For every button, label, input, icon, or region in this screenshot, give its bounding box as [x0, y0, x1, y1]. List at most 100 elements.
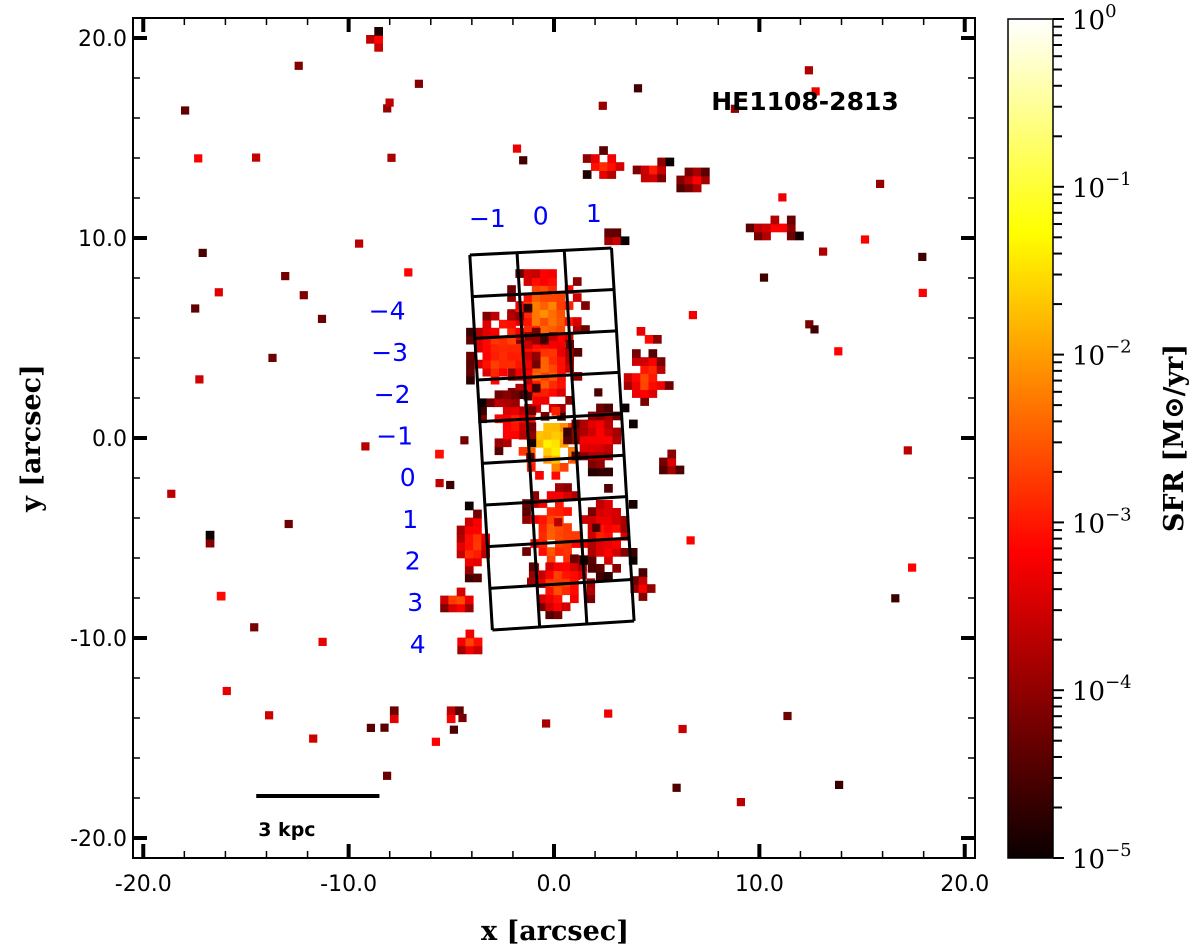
slit-grid: [468, 246, 636, 632]
sfr-pixel: [464, 573, 474, 583]
sfr-pixel: [490, 343, 500, 353]
sfr-pixel: [657, 165, 666, 175]
sfr-pixel: [587, 516, 597, 525]
sfr-pixel: [473, 549, 482, 559]
sfr-pixel: [546, 531, 556, 540]
sfr-pixel: [507, 372, 517, 381]
sfr-pixel: [499, 359, 508, 369]
sfr-pixel: [551, 471, 561, 480]
sfr-pixel: [579, 419, 589, 429]
sfr-pixel: [538, 547, 548, 556]
sfr-pixel: [553, 570, 563, 580]
grid-row-label: −3: [371, 338, 408, 367]
sfr-pixel: [607, 162, 617, 171]
sfr-pixel: [482, 343, 492, 353]
sfr-pixel: [571, 539, 581, 548]
sfr-pixel: [692, 175, 702, 185]
sfr-pixel: [646, 584, 656, 593]
sfr-pixel: [531, 293, 541, 302]
sfr-pixel: [612, 228, 622, 238]
sfr-pixel: [595, 532, 605, 541]
sfr-pixel: [435, 449, 444, 459]
sfr-pixel: [523, 309, 533, 318]
sfr-pixel: [473, 557, 482, 567]
x-tick-label: -20.0: [115, 872, 172, 897]
sfr-pixel: [556, 293, 566, 302]
sfr-pixel: [607, 154, 617, 163]
sfr-pixel: [465, 637, 475, 647]
sfr-pixel: [511, 406, 520, 416]
sfr-pixel: [499, 367, 508, 377]
sfr-pixel: [636, 327, 646, 336]
sfr-pixel: [587, 435, 597, 445]
sfr-pixel: [778, 223, 788, 233]
sfr-pixel: [754, 223, 763, 233]
sfr-pixel: [531, 317, 541, 326]
sfr-pixel: [473, 541, 482, 551]
sfr-pixel: [540, 356, 550, 365]
scale-bar-label: 3 kpc: [258, 819, 315, 841]
sfr-pixel: [543, 439, 552, 448]
sfr-pixel: [515, 383, 525, 393]
grid-column-labels: −1 0 1: [469, 199, 602, 233]
sfr-pixel: [473, 517, 482, 527]
sfr-pixel: [795, 231, 804, 241]
sfr-pixel: [464, 603, 474, 613]
sfr-pixel: [540, 388, 550, 397]
sfr-pixel: [511, 422, 520, 432]
sfr-pixel: [519, 430, 528, 440]
sfr-pixel: [540, 293, 549, 302]
sfr-pixel: [181, 106, 190, 115]
sfr-pixel: [604, 532, 613, 541]
sfr-pixel: [551, 423, 561, 432]
sfr-pixel: [466, 375, 475, 385]
sfr-pixel: [502, 398, 512, 408]
sfr-pixel: [640, 373, 649, 382]
sfr-pixel: [548, 388, 558, 397]
sfr-pixel: [676, 183, 686, 193]
sfr-pixel: [366, 35, 375, 44]
sfr-pixel: [596, 427, 605, 437]
sfr-pixel: [656, 381, 666, 390]
x-tick-labels: -20.0 -10.0 0.0 10.0 20.0: [115, 872, 989, 897]
sfr-pixel: [507, 285, 516, 294]
sfr-pixel: [551, 447, 561, 456]
sfr-pixel: [511, 390, 520, 400]
sfr-pixel: [548, 325, 557, 334]
sfr-pixel: [523, 277, 533, 286]
sfr-pixel: [612, 427, 622, 437]
sfr-pixel: [604, 419, 613, 429]
sfr-pixel: [644, 335, 654, 344]
sfr-pixel: [222, 686, 231, 696]
sfr-pixel: [543, 431, 552, 440]
colorbar-tick-exponent: −1: [1105, 169, 1132, 190]
sfr-pixel: [656, 357, 666, 366]
grid-row-line: [489, 578, 632, 590]
sfr-pixel: [604, 572, 613, 581]
sfr-pixel: [537, 578, 546, 588]
colorbar-label: SFR [M⊙/yr]: [1159, 344, 1190, 532]
sfr-pixel: [561, 586, 571, 596]
sfr-pixel: [474, 359, 483, 369]
sfr-pixel: [524, 370, 533, 379]
sfr-pixel: [519, 422, 528, 432]
grid-row-label: 3: [407, 588, 423, 617]
sfr-pixel: [522, 515, 531, 524]
sfr-pixel: [456, 533, 466, 543]
sfr-pixel: [490, 359, 500, 369]
sfr-pixel: [502, 422, 512, 432]
grid-row-line: [477, 370, 620, 382]
sfr-pixel: [507, 319, 516, 329]
grid-column-label: 1: [586, 199, 602, 228]
sfr-pixel: [540, 277, 549, 286]
sfr-pixel: [548, 277, 557, 286]
sfr-pixel: [540, 380, 550, 389]
sfr-pixel: [612, 411, 622, 421]
grid-column-label: −1: [469, 204, 506, 233]
sfr-pixel: [596, 459, 605, 469]
sfr-pixel: [528, 570, 538, 580]
sfr-pixel: [598, 101, 607, 110]
sfr-pixel: [527, 438, 537, 448]
sfr-pixel: [499, 351, 508, 361]
